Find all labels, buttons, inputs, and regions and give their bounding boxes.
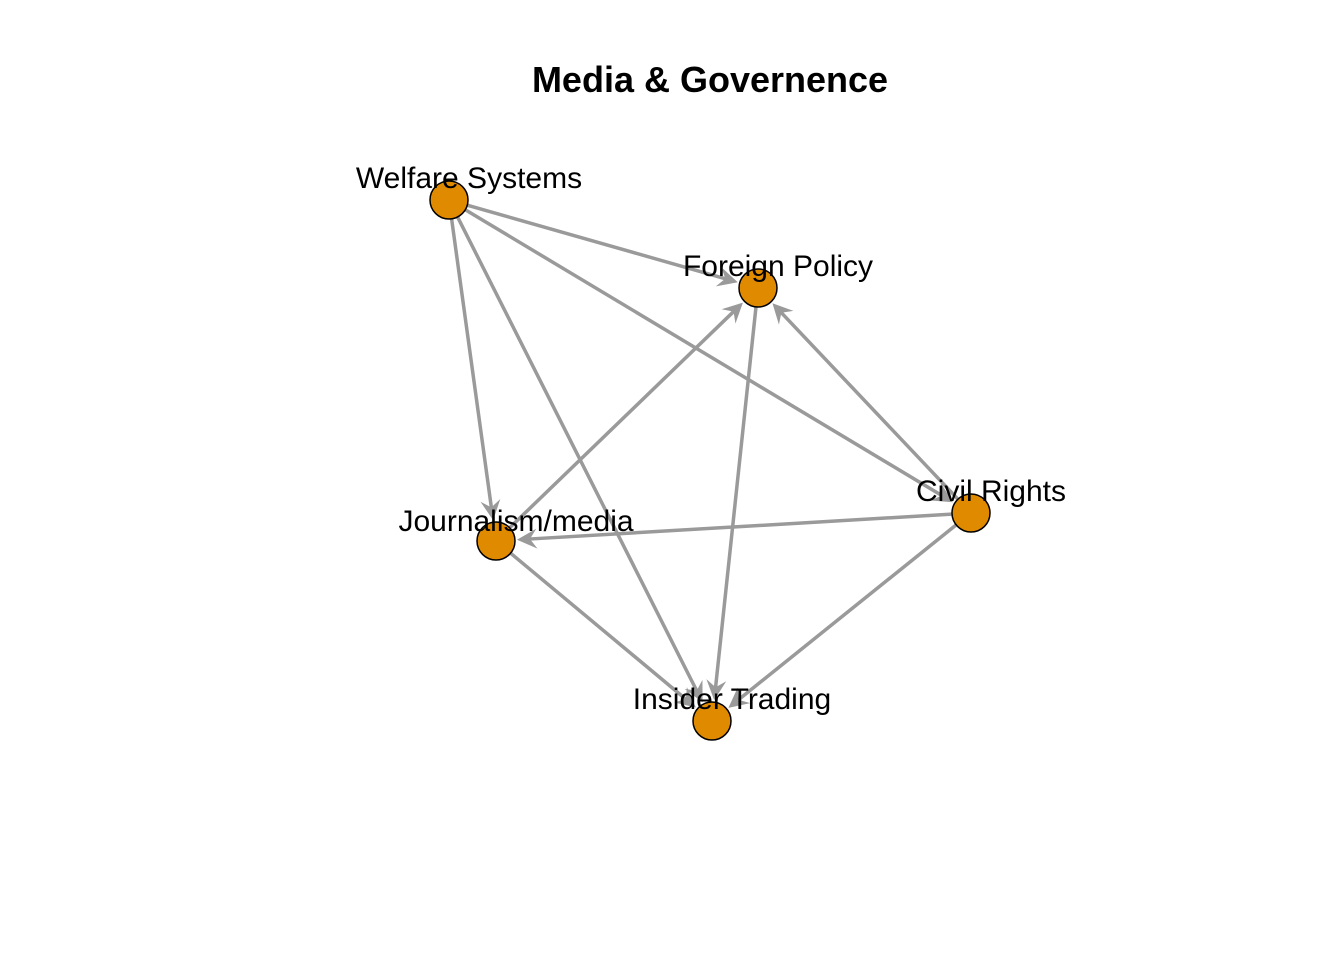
- labels-layer: Welfare Systems Foreign Policy Civil Right…: [356, 162, 1066, 716]
- edge-line: [465, 203, 727, 281]
- arrowhead: [930, 483, 953, 503]
- edge-welfare-to-journalism: [449, 217, 501, 521]
- edge-civil-to-insider: [728, 523, 958, 708]
- edge-foreign-to-insider: [706, 305, 758, 701]
- edge-welfare-to-civil: [463, 208, 953, 503]
- edge-civil-to-foreign: [772, 303, 960, 501]
- edge-line: [713, 305, 758, 688]
- node-journalism: [476, 521, 516, 561]
- arrowhead: [715, 267, 738, 287]
- node-civil: [951, 493, 991, 533]
- edge-line: [449, 217, 493, 509]
- arrowhead: [721, 302, 743, 324]
- edges-layer: [449, 203, 960, 708]
- node-foreign: [738, 268, 778, 308]
- node-label-journalism: Journalism/media: [398, 505, 633, 538]
- graph-title: Media & Governence: [532, 59, 888, 100]
- node-label-foreign: Foreign Policy: [683, 250, 873, 283]
- edge-line: [463, 208, 943, 497]
- edge-line: [508, 551, 687, 701]
- arrowhead: [516, 528, 538, 549]
- arrowhead: [728, 687, 751, 708]
- arrowhead: [674, 687, 696, 708]
- edge-journalism-to-insider: [508, 551, 696, 708]
- edge-journalism-to-foreign: [507, 302, 743, 530]
- edge-welfare-to-foreign: [465, 203, 738, 287]
- arrowhead: [480, 499, 501, 521]
- edge-line: [737, 523, 958, 701]
- node-label-welfare: Welfare Systems: [356, 162, 582, 195]
- node-welfare: [429, 180, 469, 220]
- edge-line: [529, 512, 954, 541]
- edge-line: [780, 311, 960, 501]
- arrowhead: [684, 679, 703, 703]
- node-insider: [692, 701, 732, 741]
- node-label-insider: Insider Trading: [633, 683, 831, 716]
- arrowhead: [706, 679, 727, 701]
- arrowhead: [772, 303, 794, 325]
- edge-civil-to-journalism: [516, 512, 954, 549]
- edge-welfare-to-insider: [455, 215, 703, 703]
- edge-line: [507, 310, 735, 530]
- edge-line: [455, 215, 698, 692]
- node-label-civil: Civil Rights: [916, 475, 1066, 508]
- nodes-layer: [429, 180, 991, 741]
